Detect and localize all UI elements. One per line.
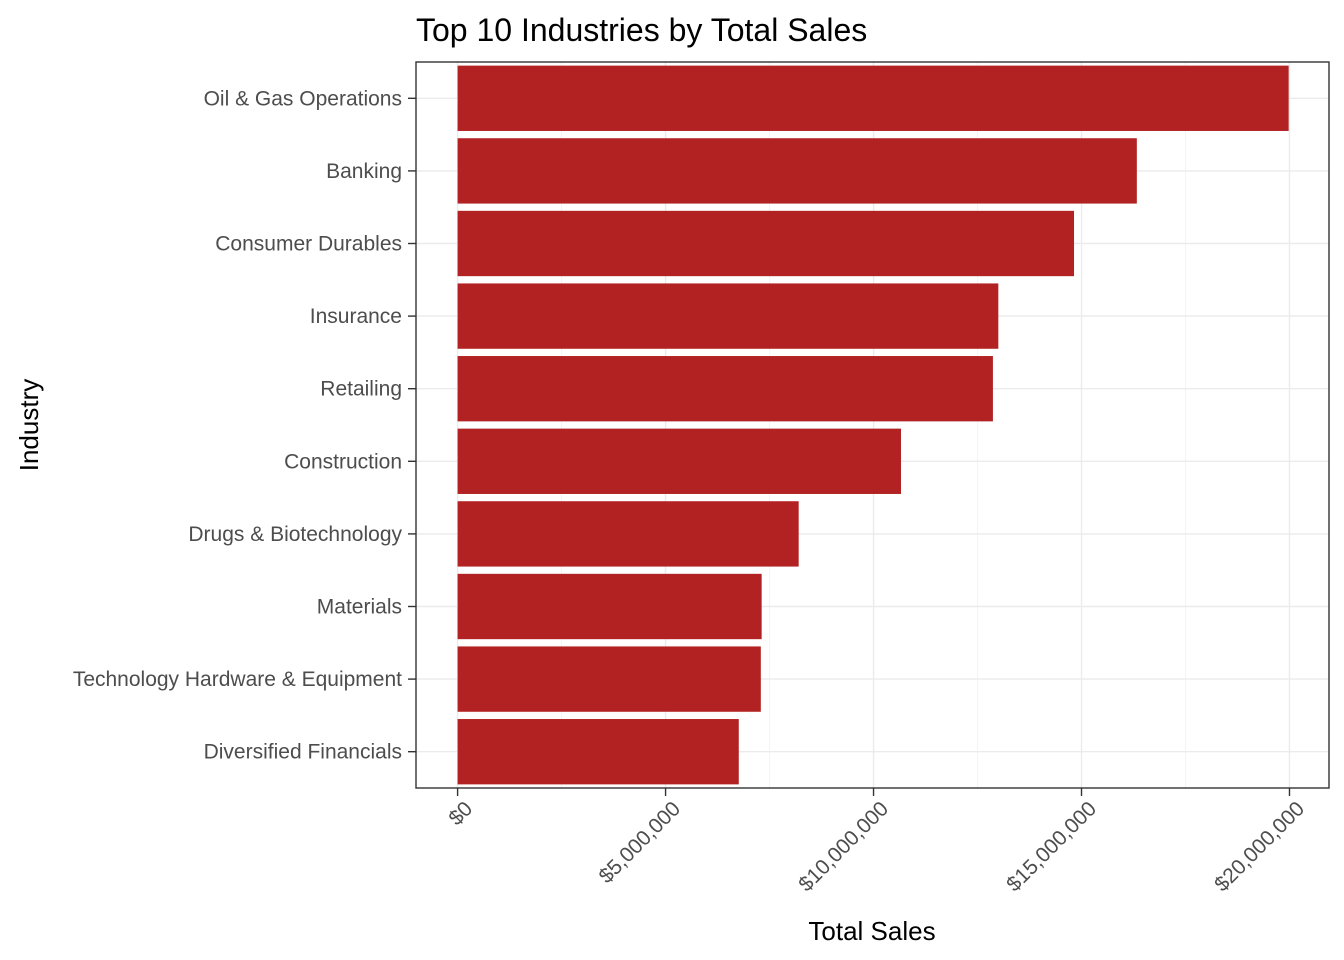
bar: [457, 138, 1137, 204]
bar: [457, 210, 1075, 277]
bar: [457, 573, 762, 640]
y-tick-label: Construction: [284, 450, 402, 473]
bar: [457, 283, 999, 349]
bar: [457, 65, 1289, 131]
y-tick-label: Materials: [317, 596, 402, 619]
y-tick-label: Banking: [326, 160, 402, 183]
bars: [457, 65, 1289, 785]
y-axis: Oil & Gas Operations Banking Consumer Dura…: [73, 87, 416, 764]
y-tick-label: Drugs & Biotechnology: [188, 523, 402, 546]
y-tick-label: Oil & Gas Operations: [204, 87, 402, 110]
x-axis-title: Total Sales: [808, 916, 935, 946]
y-tick-label: Technology Hardware & Equipment: [73, 668, 402, 691]
bar: [457, 719, 739, 785]
bar: [457, 428, 901, 494]
y-tick-label: Consumer Durables: [215, 233, 402, 256]
chart-title: Top 10 Industries by Total Sales: [416, 12, 867, 48]
plot-panel-border: [415, 61, 1330, 789]
y-tick-label: Retailing: [320, 378, 402, 401]
bar: [457, 356, 993, 422]
y-tick-label: Insurance: [310, 305, 402, 328]
y-tick-label: Diversified Financials: [204, 741, 402, 764]
bar: [457, 501, 799, 567]
bar: [457, 646, 761, 712]
y-axis-title: Industry: [14, 379, 44, 472]
